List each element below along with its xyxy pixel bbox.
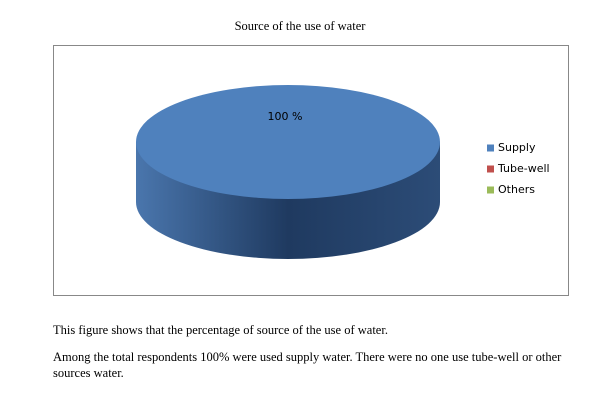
- legend-label: Tube-well: [497, 162, 550, 175]
- legend-label: Others: [498, 183, 535, 196]
- legend-swatch: [487, 165, 494, 173]
- pie-slice: [136, 85, 440, 199]
- paragraph: This figure shows that the percentage of…: [53, 323, 388, 337]
- legend-swatch: [487, 186, 494, 194]
- data-label: 100 %: [268, 110, 303, 123]
- chart: Source of the use of water 100 % Supply Tu…: [53, 19, 569, 296]
- chart-title: Source of the use of water: [235, 19, 367, 33]
- legend-swatch: [487, 144, 494, 152]
- paragraph: Among the total respondents 100% were us…: [53, 350, 562, 380]
- legend-label: Supply: [498, 141, 536, 154]
